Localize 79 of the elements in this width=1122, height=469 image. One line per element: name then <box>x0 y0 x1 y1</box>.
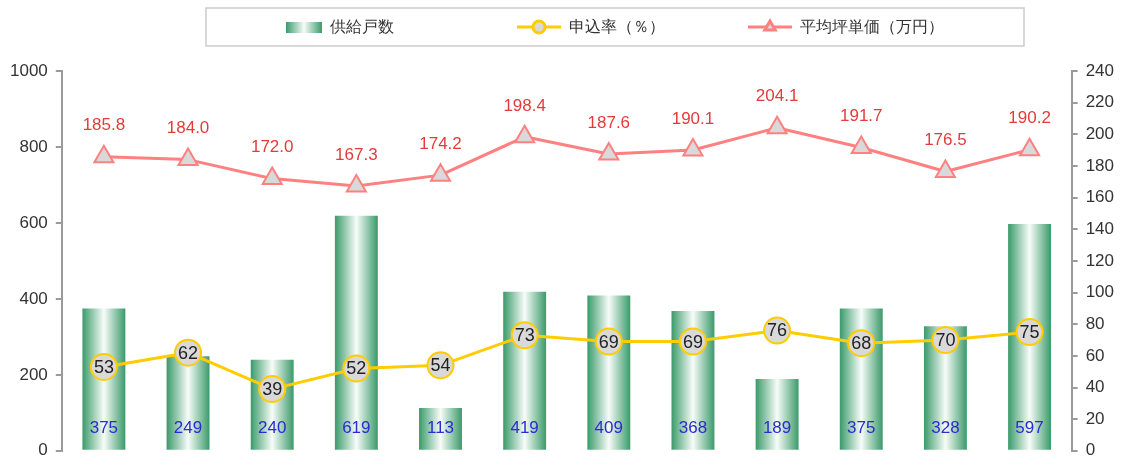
data-label: 52 <box>346 358 367 379</box>
data-label: 419 <box>510 418 539 438</box>
bar <box>419 407 462 450</box>
y-tick-label: 0 <box>38 440 48 460</box>
point <box>682 137 704 157</box>
y-tick-label: 400 <box>19 288 48 308</box>
y2-tick-label: 20 <box>1085 408 1105 428</box>
data-label: 68 <box>851 333 872 354</box>
data-label: 172.0 <box>250 137 294 157</box>
data-label: 69 <box>682 331 703 352</box>
point <box>429 163 452 182</box>
data-label: 240 <box>258 418 287 438</box>
data-label: 76 <box>767 320 788 341</box>
data-label: 328 <box>931 418 960 438</box>
y2-tick-label: 60 <box>1085 345 1105 365</box>
data-label: 70 <box>935 329 956 350</box>
data-label: 167.3 <box>335 144 378 164</box>
data-label: 39 <box>262 379 283 400</box>
y2-tick-label: 140 <box>1085 218 1115 238</box>
bar <box>82 308 126 450</box>
data-label: 69 <box>598 331 619 352</box>
point <box>850 135 872 154</box>
legend-label: 申込率（％） <box>569 18 665 36</box>
data-label: 73 <box>514 325 535 346</box>
y-tick-label: 600 <box>19 212 48 232</box>
data-label: 113 <box>426 418 455 438</box>
point <box>93 144 115 164</box>
data-label: 375 <box>89 418 119 438</box>
data-label: 174.2 <box>419 133 462 153</box>
point <box>598 141 620 161</box>
bar <box>839 308 883 450</box>
point <box>345 174 367 193</box>
data-label: 187.6 <box>587 112 631 132</box>
y2-tick-label: 160 <box>1085 187 1115 207</box>
data-label: 619 <box>342 418 371 438</box>
bar <box>671 311 715 450</box>
data-label: 198.4 <box>503 95 546 115</box>
y2-tick-label: 40 <box>1085 377 1105 397</box>
data-label: 190.1 <box>671 108 715 128</box>
y2-tick-label: 80 <box>1085 313 1105 333</box>
point <box>766 115 788 135</box>
data-label: 204.1 <box>755 86 799 106</box>
y2-tick-label: 100 <box>1085 282 1115 302</box>
y-tick-label: 200 <box>19 364 48 384</box>
data-label: 62 <box>178 342 199 363</box>
point <box>514 124 536 144</box>
data-label: 184.0 <box>166 118 210 138</box>
bar <box>587 295 631 450</box>
legend-label: 平均坪単価（万円） <box>800 18 944 36</box>
y2-tick-label: 220 <box>1085 92 1115 112</box>
legend-label: 供給戸数 <box>330 18 394 36</box>
data-label: 191.7 <box>839 106 883 126</box>
bar <box>503 291 547 450</box>
data-label: 185.8 <box>82 115 126 135</box>
data-label: 368 <box>678 418 708 438</box>
y2-tick-label: 240 <box>1085 60 1115 80</box>
data-label: 176.5 <box>924 130 967 150</box>
point <box>1019 137 1041 157</box>
data-label: 53 <box>93 356 114 377</box>
bar <box>334 215 378 450</box>
data-label: 75 <box>1019 322 1040 343</box>
y2-tick-label: 0 <box>1085 440 1096 460</box>
data-label: 249 <box>173 418 203 438</box>
y2-tick-label: 200 <box>1085 123 1115 143</box>
data-label: 54 <box>430 355 451 376</box>
data-label: 409 <box>594 418 623 438</box>
data-label: 597 <box>1015 418 1044 438</box>
point <box>934 159 956 178</box>
bar <box>755 379 799 450</box>
point <box>261 166 283 186</box>
data-label: 189 <box>762 418 792 438</box>
point <box>177 147 199 167</box>
bar <box>1008 224 1052 450</box>
y2-tick-label: 180 <box>1085 155 1115 175</box>
y-tick-label: 800 <box>19 136 48 156</box>
data-label: 375 <box>847 418 876 438</box>
y2-tick-label: 120 <box>1085 250 1115 270</box>
data-label: 190.2 <box>1008 108 1051 128</box>
y-tick-label: 1000 <box>9 60 48 80</box>
